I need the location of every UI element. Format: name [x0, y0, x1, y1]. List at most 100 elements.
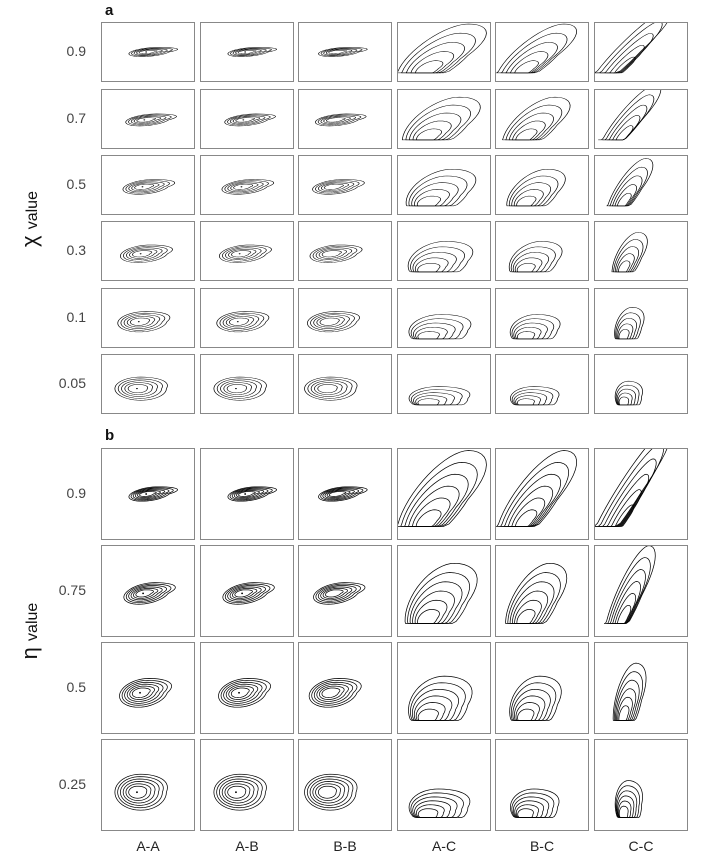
panel-a-contour-plot-r3-c5	[611, 232, 648, 273]
a-r0-c2-contour-3	[323, 48, 358, 56]
panel-a-contour-plot-r3-c0	[119, 244, 173, 263]
a-r2-c2-contour-4	[315, 180, 360, 194]
b-r0-c2-contour-2	[326, 490, 351, 498]
panel-b-contour-plot-r3-c5	[614, 780, 643, 818]
b-r0-c2-contour-6	[318, 486, 368, 502]
b-r3-c4-contour-1	[517, 808, 534, 818]
a-r1-c2-contour-2	[323, 116, 351, 124]
panel-b-contour-plot-r3-c3	[408, 788, 471, 818]
a-r0-c5-contour-5	[595, 23, 668, 74]
b-r3-c2-contour-5	[306, 776, 354, 809]
panel-b-axis-symbol: η	[17, 647, 42, 660]
a-r4-c0-contour-1	[129, 317, 151, 326]
b-r2-c1-contour-5	[220, 679, 267, 706]
a-r2-c1-contour-1	[233, 183, 254, 190]
a-r5-c5-contour-5	[614, 380, 643, 406]
panel-a-contour-plot-r1-c5	[598, 90, 662, 141]
b-r3-c0-contour-2	[125, 783, 152, 801]
a-r5-c1-contour-1	[226, 384, 248, 394]
a-r1-c2-contour-5	[315, 113, 367, 127]
column-label-0: A-A	[136, 838, 160, 854]
a-r3-c4-contour-2	[514, 257, 543, 273]
b-r3-c4-contour-6	[509, 788, 560, 818]
a-r3-c3-contour-1	[417, 263, 441, 273]
a-r5-c3-contour-1	[417, 398, 440, 406]
a-r5-c2-contour-3	[310, 380, 348, 397]
panel-b-contour-plot-r2-c2	[308, 678, 362, 708]
a-r0-c1-contour-4	[230, 47, 272, 57]
panel-b-axis-word: value	[24, 602, 41, 641]
panel-b-cell-r1-c2	[298, 545, 392, 637]
panel-b-cell-r2-c2	[298, 642, 392, 734]
b-r3-c1-contour-4	[219, 778, 259, 806]
b-r0-c0-contour-5	[130, 487, 174, 501]
a-r5-c0-contour-2	[124, 382, 153, 395]
b-r0-c0-contour-4	[132, 488, 170, 500]
b-r0-c0-contour-3	[134, 489, 166, 499]
panel-b-cell-r0-c3	[397, 448, 491, 540]
a-r4-c3-contour-1	[417, 331, 440, 340]
a-r4-c2-contour-3	[313, 314, 350, 329]
column-label-4: B-C	[529, 838, 555, 854]
a-r4-c5-contour-1	[618, 329, 630, 340]
a-r5-c1-contour-4	[216, 378, 262, 399]
panel-a-cell-r4-c1	[200, 288, 294, 348]
a-r2-c3-contour-5	[405, 168, 477, 207]
panel-b-axis-title: η value	[17, 586, 43, 676]
panel-a-cell-r2-c0	[101, 155, 195, 215]
panel-b-cell-r2-c1	[200, 642, 294, 734]
b-r1-c1-contour-3	[229, 586, 262, 601]
a-r5-c4-contour-3	[513, 392, 548, 406]
a-r1-c2-contour-4	[317, 114, 362, 126]
panel-a-contour-plot-r2-c1	[221, 179, 275, 195]
a-r3-c0-contour-4	[123, 246, 168, 262]
panel-b-contour-plot-r2-c4	[509, 675, 562, 721]
a-r0-c2-contour-2	[325, 49, 353, 55]
a-r5-c1-contour-3	[220, 380, 257, 397]
b-r0-c1-contour-3	[233, 489, 265, 499]
panel-a-contour-plot-r3-c1	[218, 244, 272, 263]
panel-a-cell-r0-c1	[200, 22, 294, 82]
a-r0-c1-contour-3	[232, 48, 267, 56]
b-r0-c2-contour-3	[324, 489, 355, 499]
panel-a-contour-plot-r0-c3	[398, 23, 487, 74]
panel-a-cell-r1-c1	[200, 89, 294, 149]
a-r5-c5-contour-3	[616, 388, 636, 406]
a-r1-c0-contour-5	[125, 113, 177, 127]
panel-a-cell-r5-c2	[298, 354, 392, 414]
b-r1-c2-contour-4	[317, 585, 357, 602]
a-r5-c1-contour-5	[213, 376, 267, 401]
panel-b-contour-plot-r1-c3	[404, 562, 478, 624]
a-r0-c0-contour-4	[131, 47, 173, 57]
panel-b-row-label-2: 0.5	[66, 679, 86, 695]
a-r5-c5-contour-1	[618, 396, 630, 406]
a-r3-c1-contour-2	[228, 248, 257, 259]
panel-b-cell-r0-c0	[101, 448, 195, 540]
b-r0-c4-contour-6	[496, 450, 577, 527]
b-r3-c0-contour-4	[120, 778, 160, 806]
panel-a-contour-plot-r5-c5	[614, 380, 643, 406]
a-r3-c4-contour-3	[512, 252, 550, 273]
a-r4-c4-contour-1	[517, 331, 536, 340]
a-r1-c3-contour-4	[405, 104, 472, 141]
a-r3-c0-center-point	[139, 253, 142, 255]
b-r3-c3-contour-6	[408, 788, 471, 818]
b-r0-c5-contour-4	[598, 458, 657, 527]
a-r4-c1-contour-1	[228, 317, 250, 326]
a-r0-c2-contour-5	[318, 47, 368, 57]
panel-b-contour-plot-r0-c1	[227, 486, 277, 502]
column-label-3: A-C	[431, 838, 457, 854]
a-r5-c2-contour-1	[317, 384, 338, 394]
b-r1-c2-contour-1	[325, 589, 344, 598]
a-r1-c4-contour-5	[502, 96, 571, 141]
b-r2-c0-contour-4	[124, 681, 164, 704]
panel-b-cell-r1-c0	[101, 545, 195, 637]
panel-a-contour-plot-r2-c3	[405, 168, 477, 207]
a-r2-c0-contour-1	[134, 183, 155, 190]
b-r1-c3-contour-2	[414, 599, 448, 624]
b-r0-c2-contour-4	[322, 488, 360, 500]
b-r1-c0-center-point	[142, 592, 145, 595]
b-r2-c0-contour-3	[126, 683, 160, 702]
a-r2-c0-contour-4	[125, 180, 170, 194]
a-r1-c1-contour-4	[227, 114, 271, 126]
